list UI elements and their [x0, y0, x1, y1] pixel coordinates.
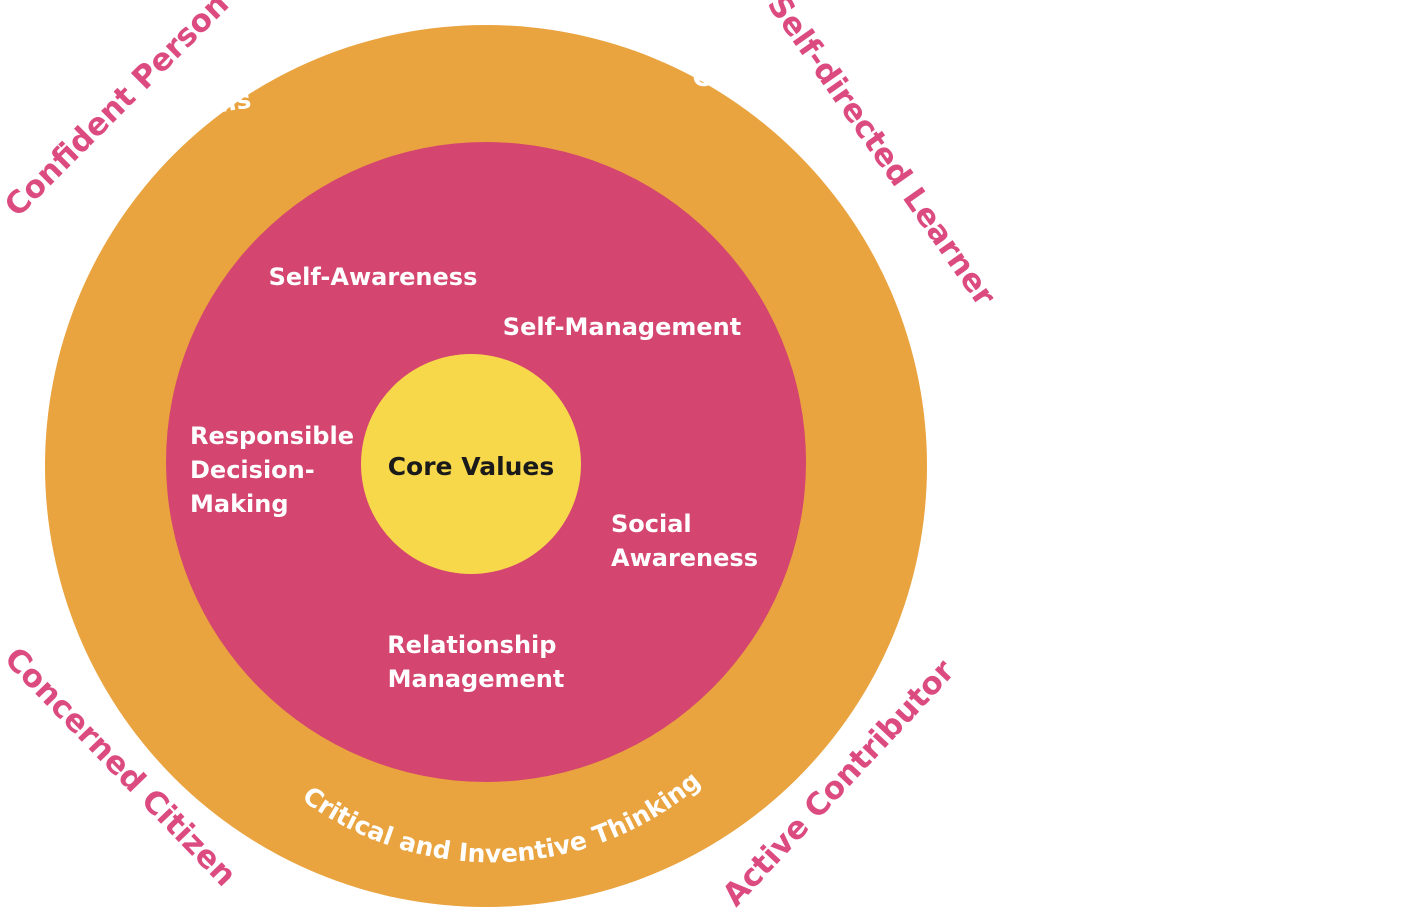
- competency-responsible-decision-making: Responsible Decision- Making: [190, 422, 362, 518]
- core-values-label: Core Values: [388, 452, 555, 481]
- core-values-circle: [361, 354, 581, 574]
- competency-social-awareness: Social Awareness: [611, 510, 758, 572]
- competency-self-awareness: Self-Awareness: [269, 263, 478, 291]
- competency-relationship-management: Relationship Management: [387, 631, 565, 693]
- competency-self-management: Self-Management: [503, 313, 741, 341]
